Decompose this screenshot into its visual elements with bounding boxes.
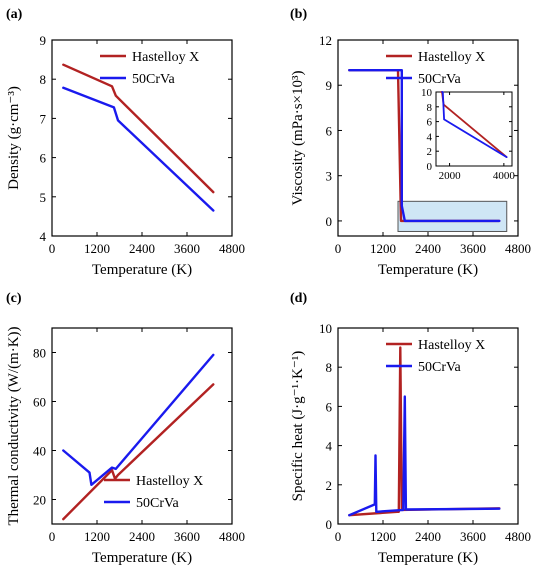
panel-b-legend-label: 50CrVa <box>418 72 462 87</box>
panel-a-ytick-label: 6 <box>40 151 47 166</box>
panel-c-ytick-label: 20 <box>33 493 46 508</box>
panel-d: 0 1200 2400 3600 4800 0 2 4 6 8 10 Hastelloy X 50CrV… <box>290 291 531 566</box>
panel-b-label: (b) <box>290 7 307 22</box>
panel-d-legend-label: Hastelloy X <box>418 338 485 353</box>
panel-c-legend-label: Hastelloy X <box>136 474 203 489</box>
panel-a-yaxis-title: Density (g·cm⁻³) <box>6 86 22 190</box>
panel-c-axes-frame <box>51 327 233 525</box>
panel-d-xtick-label: 0 <box>335 529 342 544</box>
panel-a-series-line-hastelloy <box>62 63 215 194</box>
panel-b-inset-series-line-50crva <box>441 91 508 159</box>
panel-b-inset-ytick-label: 0 <box>427 161 433 173</box>
panel-c-xtick-label: 2400 <box>129 529 155 544</box>
panel-a-ytick-label: 9 <box>40 33 47 48</box>
panel-b-inset-ytick-label: 8 <box>427 102 433 114</box>
panel-c-legend-label: 50CrVa <box>136 496 180 511</box>
panel-c: 0 1200 2400 3600 4800 20 40 60 80 Hastelloy X 50Cr… <box>6 291 245 566</box>
panel-d-legend-label: 50CrVa <box>418 360 462 375</box>
panel-c-ytick-label: 60 <box>33 395 46 410</box>
panel-b-xaxis-title: Temperature (K) <box>378 262 478 278</box>
panel-a-xtick-label: 3600 <box>174 241 200 256</box>
panel-d-xtick-label: 3600 <box>460 529 486 544</box>
panel-b-inset-ytick-label: 6 <box>427 117 433 129</box>
panel-d-ytick-label: 8 <box>326 360 333 375</box>
panel-d-label: (d) <box>290 291 307 306</box>
panel-b-inset-ytick-label: 4 <box>427 131 433 143</box>
panel-a-xtick-label: 1200 <box>84 241 110 256</box>
panel-c-xaxis-title: Temperature (K) <box>92 550 192 566</box>
panel-b-inset-ytick-label: 10 <box>421 87 433 99</box>
panel-d-ytick-label: 0 <box>326 517 333 532</box>
panel-b-inset: 2000 4000 0 2 4 6 8 10 <box>421 87 515 182</box>
panel-c-yaxis-title: Thermal conductivity (W/(m·K)) <box>6 326 22 525</box>
panel-d-axes-frame <box>337 327 519 525</box>
panel-a-ytick-label: 4 <box>40 229 47 244</box>
panel-b-highlight-box <box>397 200 508 232</box>
panel-b-yaxis-title: Viscosity (mPa·s×10³) <box>290 71 306 206</box>
panel-b-ytick-label: 9 <box>326 78 333 93</box>
panel-d-ytick-label: 6 <box>326 399 333 414</box>
panel-b-xtick-label: 0 <box>335 241 342 256</box>
panel-a-xtick-label: 4800 <box>219 241 245 256</box>
panel-b-inset-xtick-label: 2000 <box>439 170 462 182</box>
panel-d-ytick-label: 2 <box>326 478 333 493</box>
panel-b-xtick-label: 2400 <box>415 241 441 256</box>
panel-c-ytick-label: 80 <box>33 346 46 361</box>
panel-b-xtick-label: 1200 <box>370 241 396 256</box>
panel-a-xtick-label: 2400 <box>129 241 155 256</box>
panel-c-label: (c) <box>6 291 22 306</box>
panel-b-xtick-label: 3600 <box>460 241 486 256</box>
panel-a-xtick-label: 0 <box>49 241 56 256</box>
panel-a-ytick-label: 5 <box>40 190 47 205</box>
panel-b-inset-ytick-label: 2 <box>427 146 433 158</box>
panel-a-legend-label: Hastelloy X <box>132 50 199 65</box>
panel-b-ytick-label: 6 <box>326 123 333 138</box>
panel-a-series-line-50crva <box>62 86 215 212</box>
panel-d-ytick-label: 4 <box>326 439 333 454</box>
panel-b-legend-label: Hastelloy X <box>418 50 485 65</box>
panel-c-ytick-label: 40 <box>33 444 46 459</box>
panel-b-series-line-50crva <box>348 68 501 223</box>
panel-c-xtick-label: 0 <box>49 529 56 544</box>
panel-b-ytick-label: 0 <box>326 214 333 229</box>
panel-a-axes-frame <box>51 39 233 237</box>
panel-a-xaxis-title: Temperature (K) <box>92 262 192 278</box>
panel-d-ytick-label: 10 <box>319 321 332 336</box>
panel-a: 0 1200 2400 3600 4800 4 5 6 7 8 9 Hastelloy X 50CrVa… <box>6 7 245 278</box>
panel-a-legend-label: 50CrVa <box>132 72 176 87</box>
panel-a-ytick-label: 7 <box>40 111 47 126</box>
panel-c-xtick-label: 1200 <box>84 529 110 544</box>
panel-d-xaxis-title: Temperature (K) <box>378 550 478 566</box>
panel-d-xtick-label: 2400 <box>415 529 441 544</box>
panel-a-label: (a) <box>6 7 23 22</box>
panel-b-ytick-label: 3 <box>326 169 333 184</box>
panel-d-yaxis-title: Specific heat (J·g⁻¹·K⁻¹) <box>290 351 306 502</box>
panel-b: 0 1200 2400 3600 4800 0 3 6 9 12 2000 4000 0 2 4 6 8 10 Ha… <box>290 7 531 278</box>
panel-b-inset-xtick-label: 4000 <box>493 170 516 182</box>
panel-d-xtick-label: 1200 <box>370 529 396 544</box>
panel-d-series-line-50crva <box>348 395 501 517</box>
panel-d-xtick-label: 4800 <box>505 529 531 544</box>
panel-b-xtick-label: 4800 <box>505 241 531 256</box>
panel-a-ytick-label: 8 <box>40 72 47 87</box>
panel-c-series-line-50crva <box>62 353 215 486</box>
panel-c-xtick-label: 3600 <box>174 529 200 544</box>
panel-c-xtick-label: 4800 <box>219 529 245 544</box>
panel-b-ytick-label: 12 <box>319 33 332 48</box>
